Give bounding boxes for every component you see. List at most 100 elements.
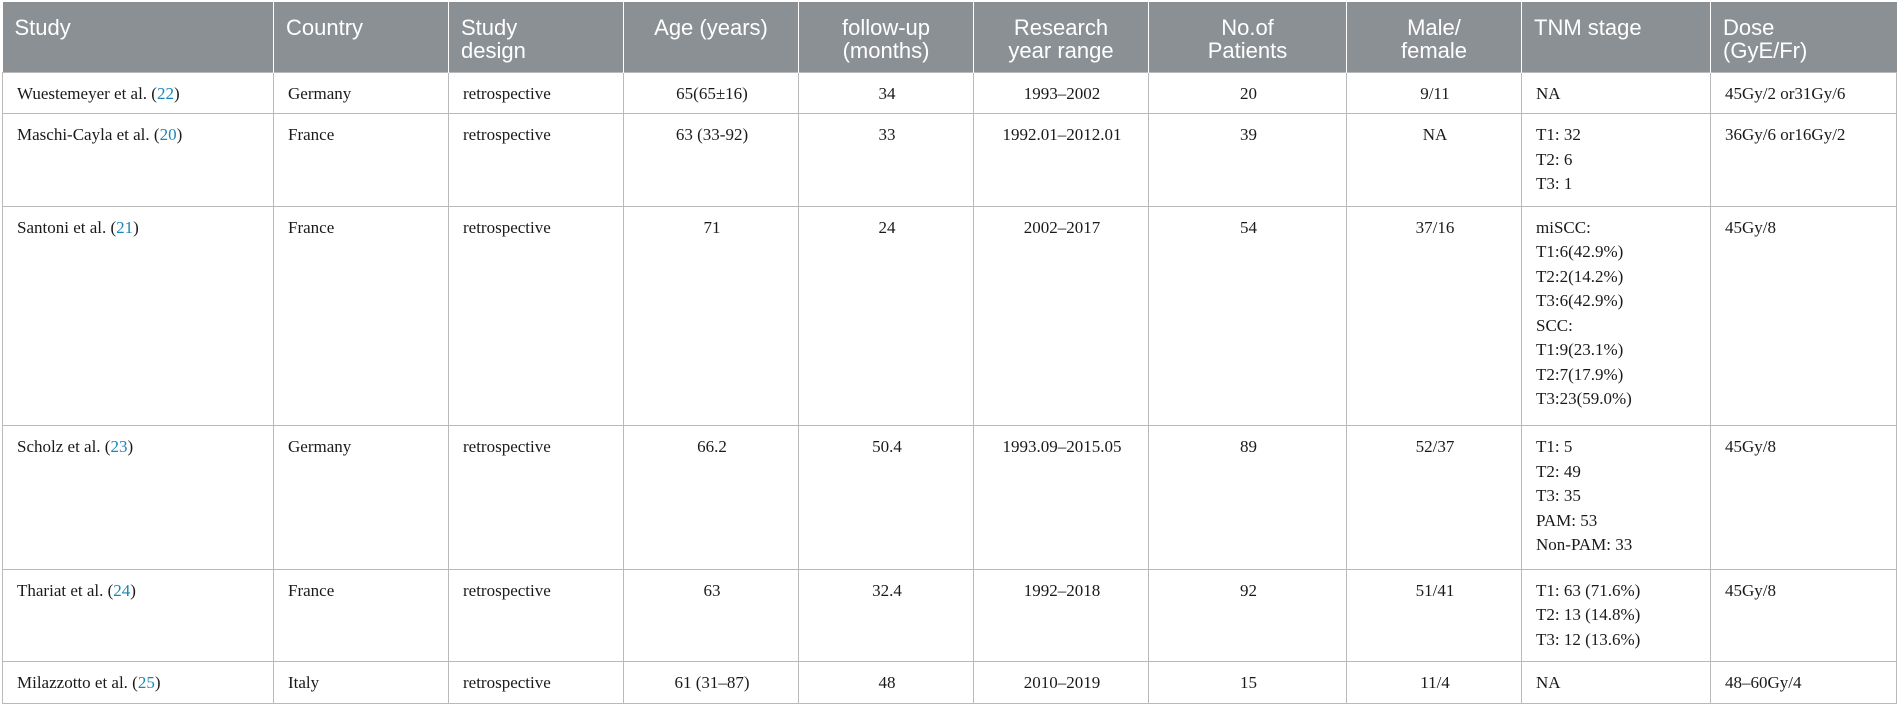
tnm-stage-line: T3:6(42.9%)	[1536, 291, 1624, 311]
sex-ratio-cell: 9/11	[1346, 71, 1522, 115]
year-range-cell: 1993–2002	[973, 71, 1149, 115]
table-row: Milazzotto et al. (25) Italy retrospective…	[2, 661, 1897, 704]
follow-up-cell: 32.4	[798, 568, 974, 663]
table-row: Wuestemeyer et al. (22) Germany retrospect…	[2, 71, 1897, 115]
tnm-stage-cell: T1: 63 (71.6%) T2: 13 (14.8%) T3: 12 (13.6…	[1521, 568, 1711, 663]
study-cell: Scholz et al. (23)	[2, 425, 274, 570]
tnm-stage-cell: T1: 5 T2: 49 T3: 35 PAM: 53 Non-PAM: 33	[1521, 425, 1711, 570]
column-header-line: Male/	[1407, 15, 1461, 40]
study-cell: Maschi-Cayla et al. (20)	[2, 113, 274, 207]
column-header-line: female	[1400, 38, 1468, 63]
country-cell: France	[273, 568, 449, 663]
header-row: Study Country Study design Age (years) follow…	[2, 2, 1897, 72]
age-cell: 63 (33-92)	[623, 113, 799, 207]
tnm-stage-line: T3: 12 (13.6%)	[1536, 629, 1641, 649]
study-author: Scholz et al. (	[17, 437, 111, 457]
study-cell: Milazzotto et al. (25)	[2, 661, 274, 704]
follow-up-cell: 50.4	[798, 425, 974, 570]
age-cell: 61 (31–87)	[623, 661, 799, 704]
column-header-line: follow-up	[841, 15, 931, 40]
reference-link[interactable]: 21	[116, 217, 134, 237]
tnm-stage-line: miSCC:	[1536, 217, 1591, 237]
column-header-tnm-stage: TNM stage	[1521, 2, 1711, 72]
reference-close: )	[173, 83, 180, 103]
study-cell: Wuestemeyer et al. (22)	[2, 71, 274, 115]
column-header-line: Study	[14, 15, 71, 40]
tnm-stage-cell: NA	[1521, 661, 1711, 704]
table-row: Thariat et al. (24) France retrospective 63…	[2, 568, 1897, 663]
design-cell: retrospective	[448, 661, 624, 704]
column-header-study: Study	[2, 2, 274, 72]
age-cell: 65(65±16)	[623, 71, 799, 115]
column-header-age: Age (years)	[623, 2, 799, 72]
study-cell: Thariat et al. (24)	[2, 568, 274, 663]
country-cell: Germany	[273, 425, 449, 570]
follow-up-cell: 33	[798, 113, 974, 207]
design-cell: retrospective	[448, 71, 624, 115]
tnm-stage-line: T1:9(23.1%)	[1536, 340, 1624, 360]
reference-link[interactable]: 25	[137, 673, 155, 693]
study-author: Maschi-Cayla et al. (	[17, 125, 160, 145]
tnm-stage-line: T2: 49	[1536, 461, 1581, 481]
patients-cell: 15	[1148, 661, 1347, 704]
reference-close: )	[154, 673, 161, 693]
reference-link[interactable]: 24	[113, 580, 131, 600]
study-cell: Santoni et al. (21)	[2, 205, 274, 427]
reference-link[interactable]: 20	[159, 125, 177, 145]
tnm-stage-line: NA	[1536, 83, 1561, 103]
sex-ratio-cell: 37/16	[1346, 205, 1522, 427]
table-row: Santoni et al. (21) France retrospective 71…	[2, 205, 1897, 427]
column-header-line: Age (years)	[654, 15, 768, 40]
reference-link[interactable]: 22	[156, 83, 174, 103]
study-author: Milazzotto et al. (	[17, 673, 138, 693]
column-header-research-year-range: Research year range	[973, 2, 1149, 72]
country-cell: France	[273, 113, 449, 207]
design-cell: retrospective	[448, 205, 624, 427]
column-header-line: Research	[1013, 15, 1109, 40]
reference-close: )	[130, 580, 136, 600]
column-header-line: Patients	[1207, 38, 1288, 63]
tnm-stage-line: T1: 63 (71.6%)	[1536, 580, 1641, 600]
follow-up-cell: 34	[798, 71, 974, 115]
column-header-line: No.of	[1221, 15, 1274, 40]
dose-cell: 36Gy/6 or16Gy/2	[1710, 113, 1897, 207]
country-cell: France	[273, 205, 449, 427]
patients-cell: 92	[1148, 568, 1347, 663]
dose-cell: 45Gy/8	[1710, 205, 1897, 427]
table-row: Maschi-Cayla et al. (20) France retrospect…	[2, 113, 1897, 207]
age-cell: 66.2	[623, 425, 799, 570]
tnm-stage-line: T1:6(42.9%)	[1536, 242, 1624, 262]
reference-close: )	[133, 217, 139, 237]
dose-cell: 45Gy/2 or31Gy/6	[1710, 71, 1897, 115]
column-header-line: Study	[461, 15, 518, 40]
tnm-stage-line: T1: 5	[1536, 437, 1573, 457]
tnm-stage-line: T3: 35	[1536, 486, 1581, 506]
year-range-cell: 2010–2019	[973, 661, 1149, 704]
column-header-no-of-patients: No.of Patients	[1148, 2, 1347, 72]
column-header-country: Country	[273, 2, 449, 72]
table-row: Scholz et al. (23) Germany retrospective 66…	[2, 425, 1897, 570]
year-range-cell: 2002–2017	[973, 205, 1149, 427]
column-header-study-design: Study design	[448, 2, 624, 72]
age-cell: 71	[623, 205, 799, 427]
year-range-cell: 1992.01–2012.01	[973, 113, 1149, 207]
country-cell: Italy	[273, 661, 449, 704]
tnm-stage-line: T2: 13 (14.8%)	[1536, 605, 1641, 624]
tnm-stage-line: T3: 1	[1536, 174, 1573, 194]
column-header-line: year range	[1008, 38, 1114, 63]
tnm-stage-line: T2: 6	[1536, 149, 1573, 169]
sex-ratio-cell: 11/4	[1346, 661, 1522, 704]
year-range-cell: 1992–2018	[973, 568, 1149, 663]
study-author: Thariat et al. (	[17, 580, 114, 600]
tnm-stage-cell: T1: 32 T2: 6 T3: 1	[1521, 113, 1711, 207]
study-author: Santoni et al. (	[17, 217, 117, 237]
design-cell: retrospective	[448, 113, 624, 207]
tnm-stage-cell: miSCC: T1:6(42.9%) T2:2(14.2%) T3:6(42.9%) S…	[1521, 205, 1711, 427]
reference-link[interactable]: 23	[110, 437, 128, 457]
column-header-dose: Dose (GyE/Fr)	[1710, 2, 1897, 72]
dose-cell: 45Gy/8	[1710, 568, 1897, 663]
age-cell: 63	[623, 568, 799, 663]
column-header-line: (GyE/Fr)	[1723, 38, 1808, 63]
column-header-line: (months)	[842, 38, 930, 63]
tnm-stage-line: T1: 32	[1536, 125, 1581, 145]
